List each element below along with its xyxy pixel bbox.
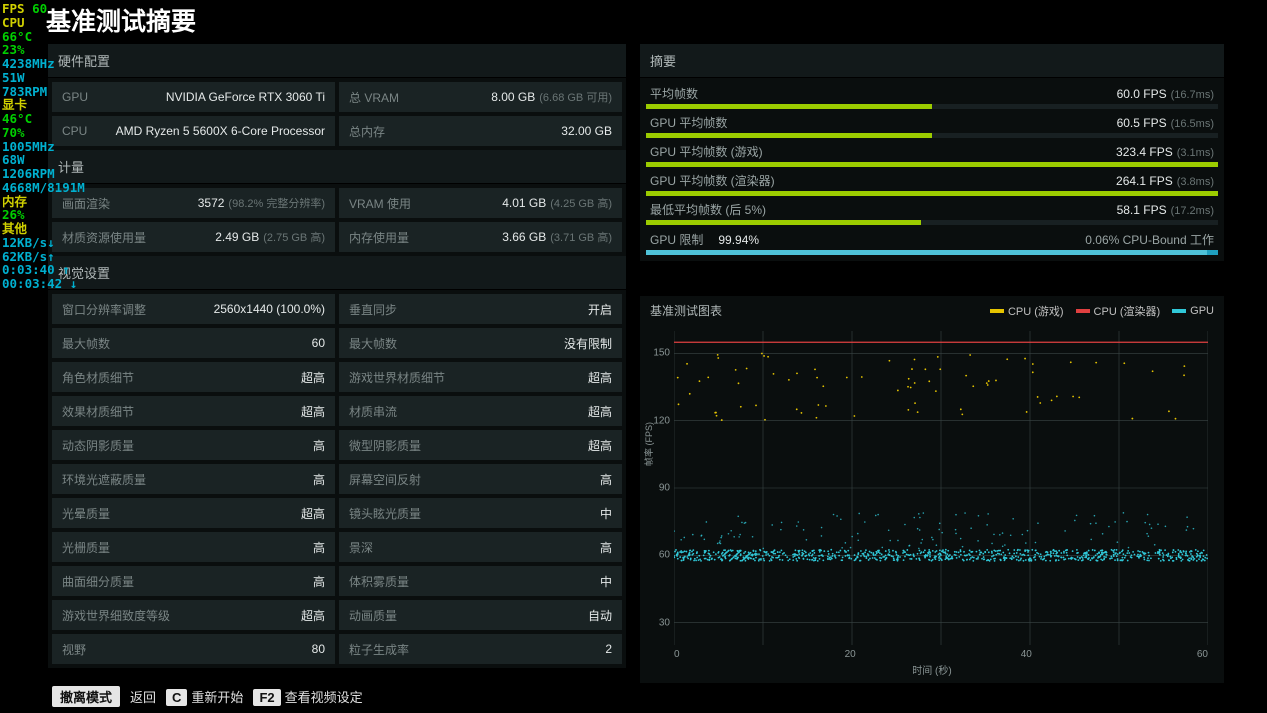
chart-yticks: 306090120150: [644, 331, 670, 645]
setting-row: 屏幕空间反射高: [339, 464, 622, 494]
summary-header: 摘要: [640, 44, 1224, 78]
setting-row: 总 VRAM8.00 GB(6.68 GB 可用): [339, 82, 622, 112]
footer: 撤离模式 返回 C 重新开始 F2 查看视频设定: [52, 686, 363, 707]
metrics-header: 计量: [48, 150, 626, 184]
setting-row: 环境光遮蔽质量高: [52, 464, 335, 494]
setting-row: 游戏世界材质细节超高: [339, 362, 622, 392]
setting-row: 游戏世界细致度等级超高: [52, 600, 335, 630]
video-key[interactable]: F2: [253, 689, 280, 706]
left-panel: 硬件配置 GPUNVIDIA GeForce RTX 3060 Ti CPUAMD…: [48, 44, 626, 668]
chart-title: 基准测试图表: [650, 302, 722, 319]
setting-row: 光栅质量高: [52, 532, 335, 562]
setting-row: 体积雾质量中: [339, 566, 622, 596]
setting-row: 内存使用量3.66 GB(3.71 GB 高): [339, 222, 622, 252]
setting-row: 粒子生成率2: [339, 634, 622, 664]
setting-row: 动态阴影质量高: [52, 430, 335, 460]
setting-row: 画面渲染3572(98.2% 完整分辨率): [52, 188, 335, 218]
setting-row: 总内存32.00 GB: [339, 116, 622, 146]
setting-row: 材质资源使用量2.49 GB(2.75 GB 高): [52, 222, 335, 252]
setting-row: 窗口分辨率调整2560x1440 (100.0%): [52, 294, 335, 324]
hw-header: 硬件配置: [48, 44, 626, 78]
summary-items: 平均帧数60.0 FPS(16.7ms)GPU 平均帧数60.5 FPS(16.…: [640, 78, 1224, 261]
setting-row: 微型阴影质量超高: [339, 430, 622, 460]
hw-overlay: FPS 60CPU66°C23%4238MHz51W783RPM显卡46°C70…: [0, 0, 87, 293]
chart-panel: 基准测试图表 CPU (游戏)CPU (渲染器)GPU 帧率 (FPS) 306…: [640, 296, 1224, 683]
vis-header: 视觉设置: [48, 256, 626, 290]
setting-row: 光晕质量超高: [52, 498, 335, 528]
setting-row: 镜头眩光质量中: [339, 498, 622, 528]
setting-row: 视野80: [52, 634, 335, 664]
setting-row: 垂直同步开启: [339, 294, 622, 324]
setting-row: 动画质量自动: [339, 600, 622, 630]
setting-row: VRAM 使用4.01 GB(4.25 GB 高): [339, 188, 622, 218]
setting-row: 最大帧数60: [52, 328, 335, 358]
chart-xlabel: 时间 (秒): [640, 662, 1224, 677]
setting-row: 最大帧数没有限制: [339, 328, 622, 358]
chart-xticks: 0204060: [674, 649, 1208, 660]
metrics-cols: 画面渲染3572(98.2% 完整分辨率) 材质资源使用量2.49 GB(2.75…: [48, 184, 626, 256]
setting-row: CPUAMD Ryzen 5 5600X 6-Core Processor: [52, 116, 335, 146]
restart-key[interactable]: C: [166, 689, 187, 706]
setting-row: 角色材质细节超高: [52, 362, 335, 392]
summary-panel: 摘要 平均帧数60.0 FPS(16.7ms)GPU 平均帧数60.5 FPS(…: [640, 44, 1224, 261]
setting-row: GPUNVIDIA GeForce RTX 3060 Ti: [52, 82, 335, 112]
setting-row: 曲面细分质量高: [52, 566, 335, 596]
back-key[interactable]: 撤离模式: [52, 686, 120, 707]
video-label: 查看视频设定: [285, 690, 363, 705]
setting-row: 效果材质细节超高: [52, 396, 335, 426]
chart-legend: CPU (游戏)CPU (渲染器)GPU: [990, 303, 1214, 319]
hw-cols: GPUNVIDIA GeForce RTX 3060 Ti CPUAMD Ryze…: [48, 78, 626, 150]
restart-label: 重新开始: [191, 690, 243, 705]
setting-row: 材质串流超高: [339, 396, 622, 426]
chart-area: 306090120150: [674, 331, 1208, 645]
vis-cols: 窗口分辨率调整2560x1440 (100.0%) 最大帧数60 角色材质细节超高效…: [48, 290, 626, 668]
back-label: 返回: [130, 687, 156, 706]
setting-row: 景深高: [339, 532, 622, 562]
